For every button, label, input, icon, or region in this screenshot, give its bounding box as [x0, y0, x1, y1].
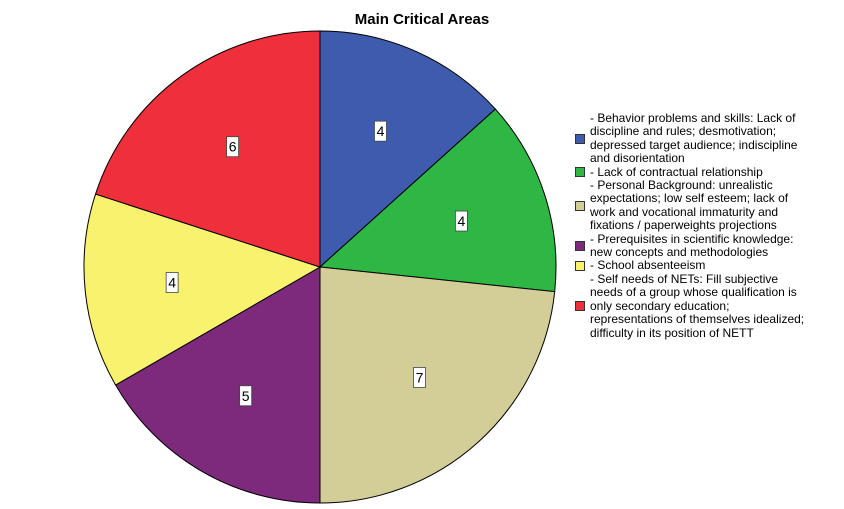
legend-label: - School absenteeism [590, 258, 706, 273]
legend-swatch [575, 241, 585, 252]
legend-item-4: - Prerequisites in scientific knowledge:… [573, 231, 805, 260]
legend-swatch [575, 201, 585, 212]
legend-item-1: - Behavior problems and skills: Lack of … [573, 111, 805, 166]
chart-title: Main Critical Areas [354, 11, 490, 28]
legend-swatch [575, 134, 585, 144]
slice-value-text: 4 [458, 213, 466, 229]
slice-value-text: 5 [242, 388, 250, 404]
slice-value-label-6: 6 [226, 136, 240, 158]
legend-item-5: - School absenteeism [573, 259, 805, 272]
slice-value-label-5: 4 [165, 272, 179, 293]
pie-slice-2 [318, 108, 557, 293]
legend-item-2: - Lack of contractual relationship [573, 164, 805, 179]
slice-value-text: 7 [416, 369, 424, 385]
slice-value-text: 4 [168, 275, 176, 291]
pie-slice-4 [114, 266, 321, 504]
legend-swatch [575, 301, 585, 312]
legend-label: - Behavior problems and skills: Lack of … [590, 111, 798, 166]
slice-value-label-3: 7 [413, 367, 426, 388]
legend-swatch [575, 167, 585, 178]
slice-value-label-1: 4 [374, 120, 387, 142]
legend-swatch [575, 260, 585, 271]
legend-label: - Personal Background: unrealistic expec… [590, 178, 789, 233]
legend-label: - Prerequisites in scientific knowledge:… [590, 231, 794, 260]
legend-label: - Lack of contractual relationship [590, 164, 763, 179]
chart-legend: - Behavior problems and skills: Lack of … [573, 111, 805, 340]
legend-item-3: - Personal Background: unrealistic expec… [573, 178, 805, 233]
slice-value-text: 6 [229, 139, 237, 155]
slice-value-label-4: 5 [239, 385, 253, 407]
slice-value-label-2: 4 [455, 210, 468, 232]
legend-item-6: - Self needs of NETs: Fill subjective ne… [573, 271, 805, 340]
pie-slice-6 [94, 30, 321, 268]
legend-label: - Self needs of NETs: Fill subjective ne… [590, 271, 805, 340]
pie-slice-1 [319, 30, 497, 269]
pie-slice-5 [83, 193, 322, 386]
pie-slice-3 [319, 266, 556, 504]
slice-value-text: 4 [377, 123, 385, 139]
